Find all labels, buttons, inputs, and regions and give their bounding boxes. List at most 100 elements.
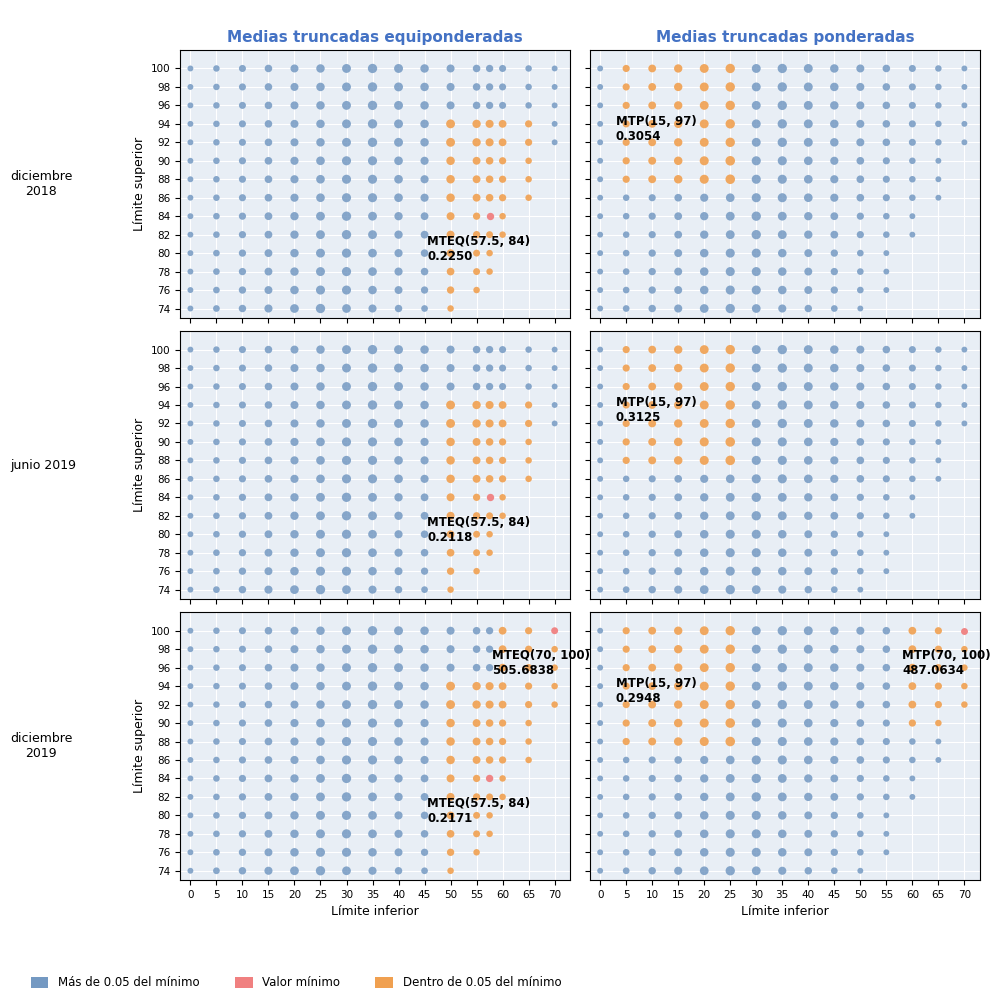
Point xyxy=(748,153,764,169)
Point xyxy=(748,471,764,487)
Point xyxy=(774,508,790,524)
Point xyxy=(644,623,660,639)
Point xyxy=(260,452,276,468)
Point xyxy=(930,715,946,731)
Point xyxy=(722,770,738,786)
Point xyxy=(339,863,355,879)
Point xyxy=(800,227,816,243)
Point xyxy=(800,264,816,280)
Point xyxy=(722,697,738,713)
Point xyxy=(182,116,198,132)
Point xyxy=(618,563,634,579)
Point xyxy=(260,190,276,206)
Text: diciembre
2018: diciembre 2018 xyxy=(10,170,72,198)
Point xyxy=(339,623,355,639)
Point xyxy=(339,526,355,542)
Point xyxy=(800,508,816,524)
Point xyxy=(696,582,712,598)
Point xyxy=(774,715,790,731)
Point xyxy=(312,582,328,598)
Point xyxy=(722,526,738,542)
Point xyxy=(286,508,302,524)
Point xyxy=(696,489,712,505)
Point xyxy=(800,545,816,561)
Point xyxy=(748,526,764,542)
Point xyxy=(644,826,660,842)
Point xyxy=(930,434,946,450)
Point xyxy=(774,342,790,358)
Point xyxy=(774,582,790,598)
Point xyxy=(878,789,894,805)
Point xyxy=(286,245,302,261)
Point xyxy=(391,97,407,113)
Point xyxy=(696,282,712,298)
Point xyxy=(417,734,433,750)
Point xyxy=(182,715,198,731)
Point xyxy=(482,342,498,358)
Point xyxy=(182,752,198,768)
Point xyxy=(592,342,608,358)
Point xyxy=(618,79,634,95)
Point xyxy=(592,397,608,413)
Point xyxy=(469,190,485,206)
Point xyxy=(234,379,250,395)
Point xyxy=(443,208,459,224)
Point xyxy=(592,734,608,750)
Point xyxy=(391,789,407,805)
Point xyxy=(234,660,250,676)
Point xyxy=(644,79,660,95)
Point xyxy=(443,582,459,598)
Point xyxy=(443,171,459,187)
Point xyxy=(852,623,868,639)
Point xyxy=(774,452,790,468)
Point xyxy=(495,678,511,694)
Point xyxy=(495,489,511,505)
Point xyxy=(182,826,198,842)
Point xyxy=(182,153,198,169)
Point xyxy=(495,171,511,187)
Point xyxy=(234,227,250,243)
Point xyxy=(443,863,459,879)
Y-axis label: Límite superior: Límite superior xyxy=(133,699,146,793)
Point xyxy=(852,452,868,468)
Point xyxy=(208,807,224,823)
Point xyxy=(521,452,537,468)
Point xyxy=(592,489,608,505)
Point xyxy=(234,153,250,169)
Point xyxy=(852,342,868,358)
Point xyxy=(826,153,842,169)
Point xyxy=(482,415,498,431)
Point xyxy=(826,697,842,713)
Point xyxy=(852,434,868,450)
Point xyxy=(670,715,686,731)
Point xyxy=(800,171,816,187)
Point xyxy=(670,471,686,487)
Point xyxy=(339,563,355,579)
Point xyxy=(286,360,302,376)
Point xyxy=(696,97,712,113)
Point xyxy=(800,134,816,150)
Point xyxy=(286,826,302,842)
Point xyxy=(748,60,764,76)
Point xyxy=(930,752,946,768)
Point xyxy=(826,171,842,187)
Point xyxy=(443,60,459,76)
Legend: Más de 0.05 del mínimo, Valor mínimo, Dentro de 0.05 del mínimo: Más de 0.05 del mínimo, Valor mínimo, De… xyxy=(26,972,566,994)
Point xyxy=(670,563,686,579)
Point xyxy=(722,171,738,187)
Point xyxy=(592,863,608,879)
Point xyxy=(670,508,686,524)
Point xyxy=(878,471,894,487)
Point xyxy=(208,171,224,187)
Point xyxy=(495,153,511,169)
Point xyxy=(482,79,498,95)
Point xyxy=(260,526,276,542)
Point xyxy=(443,789,459,805)
Point xyxy=(208,715,224,731)
Point xyxy=(774,826,790,842)
Point xyxy=(286,582,302,598)
Point xyxy=(482,489,498,505)
Point xyxy=(852,471,868,487)
Point xyxy=(930,190,946,206)
Point xyxy=(722,582,738,598)
